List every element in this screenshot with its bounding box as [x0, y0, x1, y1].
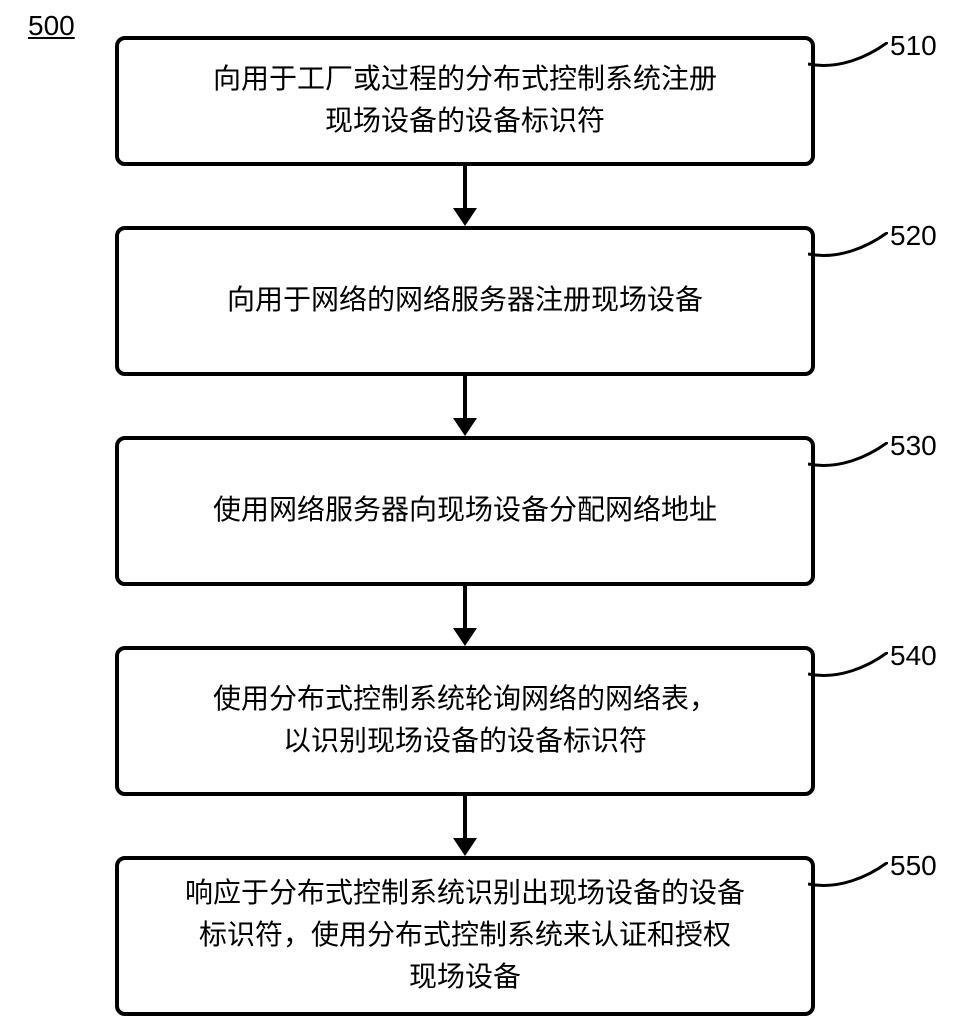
- arrow-line: [463, 376, 467, 418]
- flow-arrow: [445, 166, 485, 226]
- flow-step-510: 向用于工厂或过程的分布式控制系统注册 现场设备的设备标识符: [115, 36, 815, 166]
- flow-step-540: 使用分布式控制系统轮询网络的网络表， 以识别现场设备的设备标识符: [115, 646, 815, 796]
- step-callout-label: 550: [890, 850, 937, 882]
- arrow-line: [463, 796, 467, 838]
- flow-step-520: 向用于网络的网络服务器注册现场设备: [115, 226, 815, 376]
- flow-step-text: 向用于工厂或过程的分布式控制系统注册 现场设备的设备标识符: [213, 59, 717, 143]
- callout-curve-icon: [808, 42, 888, 68]
- diagram-id-label: 500: [28, 10, 75, 42]
- callout-curve-icon: [808, 442, 888, 468]
- callout-curve-icon: [808, 652, 888, 678]
- flow-step-text: 响应于分布式控制系统识别出现场设备的设备 标识符，使用分布式控制系统来认证和授权…: [185, 873, 745, 999]
- step-callout-label: 540: [890, 640, 937, 672]
- flow-step-530: 使用网络服务器向现场设备分配网络地址: [115, 436, 815, 586]
- flow-step-550: 响应于分布式控制系统识别出现场设备的设备 标识符，使用分布式控制系统来认证和授权…: [115, 856, 815, 1016]
- flow-arrow: [445, 586, 485, 646]
- arrow-head-icon: [453, 418, 477, 436]
- arrow-line: [463, 586, 467, 628]
- arrow-head-icon: [453, 628, 477, 646]
- callout-curve-icon: [808, 862, 888, 888]
- arrow-head-icon: [453, 838, 477, 856]
- flow-step-text: 使用分布式控制系统轮询网络的网络表， 以识别现场设备的设备标识符: [213, 679, 717, 763]
- arrow-line: [463, 166, 467, 208]
- step-callout-label: 530: [890, 430, 937, 462]
- flow-arrow: [445, 376, 485, 436]
- flow-step-text: 向用于网络的网络服务器注册现场设备: [227, 280, 703, 322]
- step-callout-label: 510: [890, 30, 937, 62]
- step-callout-label: 520: [890, 220, 937, 252]
- callout-curve-icon: [808, 232, 888, 258]
- flow-step-text: 使用网络服务器向现场设备分配网络地址: [213, 490, 717, 532]
- flow-arrow: [445, 796, 485, 856]
- flowchart-container: 向用于工厂或过程的分布式控制系统注册 现场设备的设备标识符 向用于网络的网络服务…: [105, 36, 825, 1016]
- arrow-head-icon: [453, 208, 477, 226]
